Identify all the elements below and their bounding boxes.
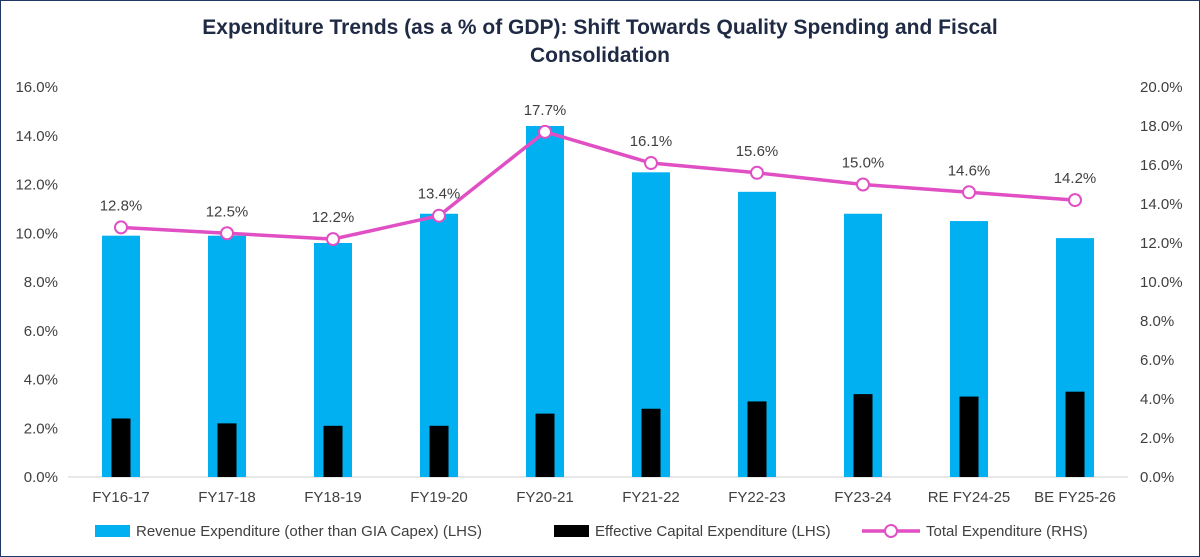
total-expenditure-point	[538, 124, 552, 139]
right-tick-label: 16.0%	[1140, 157, 1183, 174]
right-tick-label: 0.0%	[1140, 469, 1174, 486]
total-expenditure-point	[114, 220, 128, 235]
legend-swatch-total-marker	[884, 524, 898, 538]
x-tick-label: FY16-17	[92, 489, 150, 506]
legend-label-revenue: Revenue Expenditure (other than GIA Cape…	[136, 523, 482, 540]
x-tick-label: FY21-22	[622, 489, 680, 506]
left-tick-label: 4.0%	[24, 372, 58, 389]
x-tick-label: FY22-23	[728, 489, 786, 506]
total-expenditure-data-label: 12.5%	[206, 203, 249, 220]
chart-title-line-2: Consolidation	[530, 44, 670, 67]
x-tick-label: FY20-21	[516, 489, 574, 506]
right-tick-label: 12.0%	[1140, 235, 1183, 252]
legend: Revenue Expenditure (other than GIA Cape…	[95, 523, 1088, 540]
total-expenditure-point	[220, 226, 234, 241]
total-expenditure-data-label: 17.7%	[524, 102, 567, 119]
legend-swatch-revenue	[95, 525, 130, 537]
capital-expenditure-bar	[323, 425, 343, 477]
right-tick-label: 14.0%	[1140, 196, 1183, 213]
legend-swatch-capital	[554, 525, 589, 537]
left-tick-label: 8.0%	[24, 274, 58, 291]
total-expenditure-point	[750, 165, 764, 180]
left-tick-label: 2.0%	[24, 420, 58, 437]
right-tick-label: 8.0%	[1140, 313, 1174, 330]
total-expenditure-point	[326, 232, 340, 247]
legend-label-capital: Effective Capital Expenditure (LHS)	[595, 523, 831, 540]
total-expenditure-point	[856, 177, 870, 192]
total-expenditure-point	[644, 156, 658, 171]
left-axis: 0.0% 2.0% 4.0% 6.0% 8.0% 10.0% 12.0% 14.0% 16.0%	[15, 79, 58, 486]
x-tick-label: BE FY25-26	[1034, 489, 1116, 506]
capital-expenditure-bar	[111, 418, 131, 477]
left-tick-label: 14.0%	[15, 128, 58, 145]
revenue-expenditure-bars	[102, 126, 1094, 477]
right-tick-label: 6.0%	[1140, 352, 1174, 369]
x-tick-label: FY23-24	[834, 489, 892, 506]
total-expenditure-point	[1068, 193, 1082, 208]
chart-title: Expenditure Trends (as a % of GDP): Shif…	[0, 14, 1200, 70]
x-axis: FY16-17 FY17-18 FY18-19 FY19-20 FY20-21 FY21-…	[92, 489, 1116, 506]
right-tick-label: 20.0%	[1140, 79, 1183, 96]
total-expenditure-data-label: 14.2%	[1054, 170, 1097, 187]
capital-expenditure-bar	[959, 396, 979, 477]
capital-expenditure-bar	[747, 401, 767, 477]
right-tick-label: 2.0%	[1140, 430, 1174, 447]
left-tick-label: 0.0%	[24, 469, 58, 486]
left-tick-label: 16.0%	[15, 79, 58, 96]
total-expenditure-data-label: 13.4%	[418, 186, 461, 203]
total-expenditure-data-label: 15.0%	[842, 155, 885, 172]
total-expenditure-data-label: 15.6%	[736, 143, 779, 160]
capital-expenditure-bar	[1065, 391, 1085, 477]
left-tick-label: 10.0%	[15, 225, 58, 242]
right-tick-label: 18.0%	[1140, 118, 1183, 135]
x-tick-label: FY18-19	[304, 489, 362, 506]
chart-title-line-1: Expenditure Trends (as a % of GDP): Shif…	[202, 16, 998, 39]
x-tick-label: RE FY24-25	[928, 489, 1011, 506]
total-expenditure-line-path	[120, 130, 1076, 241]
left-tick-label: 6.0%	[24, 323, 58, 340]
total-expenditure-data-label: 12.8%	[100, 197, 143, 214]
capital-expenditure-bars	[111, 391, 1085, 477]
total-expenditure-line: 12.8% 12.5% 12.2% 13.4% 17.7% 16.1% 15.6% 15.0%…	[100, 102, 1097, 247]
total-expenditure-point	[432, 208, 446, 223]
legend-label-total: Total Expenditure (RHS)	[926, 523, 1088, 540]
capital-expenditure-bar	[535, 413, 555, 477]
total-expenditure-point	[962, 185, 976, 200]
capital-expenditure-bar	[429, 425, 449, 477]
right-tick-label: 10.0%	[1140, 274, 1183, 291]
left-tick-label: 12.0%	[15, 177, 58, 194]
total-expenditure-data-label: 16.1%	[630, 133, 673, 150]
capital-expenditure-bar	[641, 408, 661, 477]
x-tick-label: FY19-20	[410, 489, 468, 506]
right-axis: 0.0% 2.0% 4.0% 6.0% 8.0% 10.0% 12.0% 14.0% 16.0%…	[1140, 79, 1183, 486]
right-tick-label: 4.0%	[1140, 391, 1174, 408]
total-expenditure-data-label: 12.2%	[312, 209, 355, 226]
x-tick-label: FY17-18	[198, 489, 256, 506]
capital-expenditure-bar	[217, 423, 237, 477]
total-expenditure-data-label: 14.6%	[948, 162, 991, 179]
capital-expenditure-bar	[853, 394, 873, 477]
